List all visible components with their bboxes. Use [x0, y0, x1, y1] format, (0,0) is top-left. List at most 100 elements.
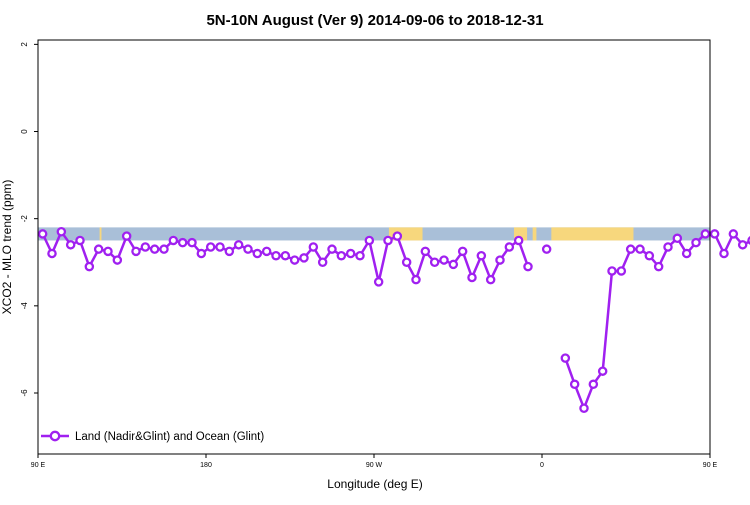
chart-title: 5N-10N August (Ver 9) 2014-09-06 to 2018…	[206, 12, 543, 29]
land-band-segment	[551, 227, 634, 241]
y-tick-label: -4	[20, 302, 29, 310]
data-point	[719, 248, 729, 259]
data-point	[233, 240, 244, 250]
data-point	[560, 353, 571, 363]
data-point	[196, 248, 207, 259]
y-tick-label: -6	[20, 389, 29, 397]
x-tick-label: 90 E	[703, 462, 718, 469]
data-point	[457, 246, 468, 257]
data-point	[47, 248, 57, 259]
data-point	[625, 244, 636, 254]
data-point	[700, 229, 711, 239]
data-point	[420, 246, 431, 257]
data-point	[103, 246, 113, 257]
plot-area	[37, 226, 750, 413]
data-point	[439, 255, 449, 265]
data-point	[168, 235, 179, 246]
data-point	[401, 257, 412, 268]
data-point	[84, 261, 95, 272]
legend-marker-swatch	[49, 430, 61, 442]
data-point	[672, 233, 683, 244]
data-point	[289, 255, 300, 265]
data-point	[37, 229, 48, 239]
data-point	[635, 244, 645, 254]
data-point	[159, 244, 169, 254]
data-point	[737, 240, 748, 250]
data-point	[383, 235, 393, 246]
y-tick-label: 2	[20, 42, 29, 47]
data-point	[112, 255, 123, 265]
data-point	[607, 266, 617, 276]
data-point	[243, 244, 253, 254]
data-point	[588, 379, 599, 390]
data-point	[541, 244, 552, 254]
data-point	[65, 240, 76, 250]
data-point	[616, 266, 627, 276]
x-tick-label: 90 W	[366, 462, 383, 469]
land-band-segment	[388, 227, 395, 241]
data-point	[131, 246, 141, 257]
data-point	[392, 231, 403, 241]
data-point	[364, 235, 375, 246]
y-axis-label: XCO2 - MLO trend (ppm)	[0, 180, 14, 315]
data-point	[336, 250, 347, 261]
x-tick-label: 90 E	[31, 462, 46, 469]
data-point	[317, 257, 328, 268]
data-point	[653, 261, 664, 272]
data-point	[187, 237, 197, 248]
data-point	[299, 253, 309, 263]
data-point	[271, 250, 281, 261]
data-point	[224, 246, 235, 257]
data-point	[579, 403, 589, 413]
data-point	[569, 379, 580, 390]
data-point	[728, 229, 739, 239]
data-point	[373, 277, 384, 287]
data-point	[411, 274, 421, 285]
data-point	[691, 237, 701, 248]
data-point	[140, 242, 151, 252]
data-point	[308, 242, 319, 252]
data-point	[205, 242, 216, 252]
ocean-band	[38, 227, 710, 241]
data-point	[75, 235, 85, 246]
axis-ticks: 90 E 180 90 W 0 90 E 2 0 -2 -4 -6	[20, 42, 717, 469]
data-point	[280, 250, 291, 261]
data-point	[504, 242, 515, 252]
data-point	[261, 246, 272, 257]
data-point	[513, 235, 524, 246]
data-point	[345, 248, 356, 259]
data-point	[495, 255, 505, 265]
land-band-segment	[99, 227, 102, 241]
data-point	[523, 261, 533, 272]
plot-frame	[37, 39, 711, 455]
legend: Land (Nadir&Glint) and Ocean (Glint)	[41, 430, 264, 443]
data-point	[467, 272, 477, 283]
data-point	[644, 250, 655, 261]
legend-label: Land (Nadir&Glint) and Ocean (Glint)	[75, 431, 264, 443]
data-point	[663, 242, 673, 252]
data-point	[177, 237, 188, 248]
data-point	[448, 259, 459, 270]
land-band-segment	[532, 227, 537, 241]
y-tick-label: -2	[20, 215, 29, 223]
data-point	[252, 248, 263, 259]
data-point	[149, 244, 160, 254]
data-point	[327, 244, 337, 254]
data-point	[121, 231, 132, 241]
data-point	[93, 244, 104, 254]
data-point	[56, 226, 67, 237]
x-axis-label: Longitude (deg E)	[327, 477, 422, 491]
data-point	[429, 257, 440, 268]
data-point	[597, 366, 608, 376]
y-tick-label: 0	[20, 129, 29, 134]
x-tick-label: 0	[540, 462, 544, 469]
data-point	[355, 250, 365, 261]
data-point	[681, 248, 692, 259]
data-point	[215, 242, 225, 252]
data-point	[476, 250, 487, 261]
data-point	[709, 229, 720, 239]
x-tick-label: 180	[200, 462, 212, 469]
data-point	[485, 274, 496, 285]
